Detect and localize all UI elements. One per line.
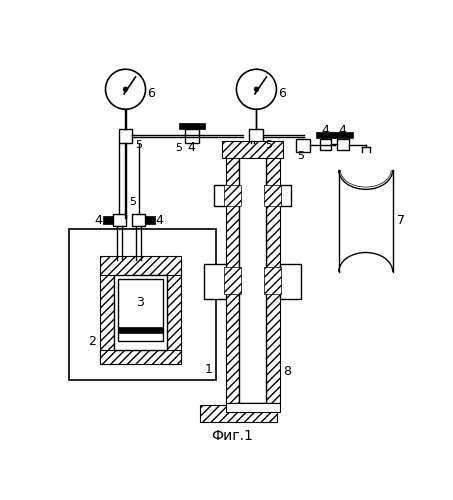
- Bar: [103, 216, 113, 224]
- Bar: [264, 184, 281, 206]
- Bar: [214, 184, 226, 206]
- Bar: [226, 402, 280, 412]
- Bar: [204, 264, 226, 298]
- Bar: [264, 267, 281, 294]
- Bar: [114, 275, 167, 350]
- Text: 5: 5: [175, 143, 183, 153]
- Bar: [185, 130, 199, 143]
- Bar: [319, 138, 331, 150]
- Text: 5: 5: [130, 198, 136, 207]
- Bar: [100, 256, 181, 275]
- Text: 4: 4: [188, 140, 196, 153]
- Text: 8: 8: [284, 366, 291, 378]
- Text: Фиг.1: Фиг.1: [211, 429, 253, 443]
- Bar: [119, 130, 132, 143]
- Bar: [240, 156, 265, 402]
- Text: 5: 5: [265, 140, 272, 150]
- Text: 7: 7: [397, 214, 405, 228]
- Text: 5: 5: [297, 151, 304, 161]
- Text: 4: 4: [155, 214, 164, 226]
- Bar: [250, 130, 263, 143]
- Bar: [222, 141, 284, 158]
- Text: 5: 5: [135, 140, 142, 150]
- Text: 6: 6: [147, 86, 155, 100]
- Text: 6: 6: [278, 86, 286, 100]
- Bar: [230, 402, 276, 405]
- Bar: [167, 272, 181, 364]
- Bar: [69, 230, 216, 380]
- Bar: [118, 280, 163, 341]
- Text: 1: 1: [205, 364, 212, 376]
- Bar: [333, 132, 353, 138]
- Bar: [100, 350, 181, 364]
- Bar: [316, 132, 335, 138]
- Bar: [296, 138, 310, 152]
- Bar: [280, 264, 301, 298]
- Bar: [118, 327, 163, 334]
- Bar: [224, 184, 241, 206]
- Bar: [337, 138, 349, 150]
- Bar: [100, 272, 114, 364]
- Bar: [224, 267, 241, 294]
- Bar: [113, 214, 125, 226]
- Bar: [280, 184, 291, 206]
- Text: 4: 4: [321, 124, 329, 138]
- Circle shape: [123, 87, 128, 92]
- Circle shape: [254, 87, 259, 92]
- Bar: [132, 214, 145, 226]
- Text: 3: 3: [136, 296, 144, 309]
- Bar: [226, 156, 240, 402]
- Bar: [145, 216, 155, 224]
- Text: 4: 4: [95, 214, 102, 226]
- Bar: [200, 405, 277, 422]
- Bar: [178, 123, 205, 128]
- Text: 2: 2: [88, 334, 96, 347]
- Bar: [265, 156, 280, 402]
- Text: 4: 4: [339, 124, 347, 138]
